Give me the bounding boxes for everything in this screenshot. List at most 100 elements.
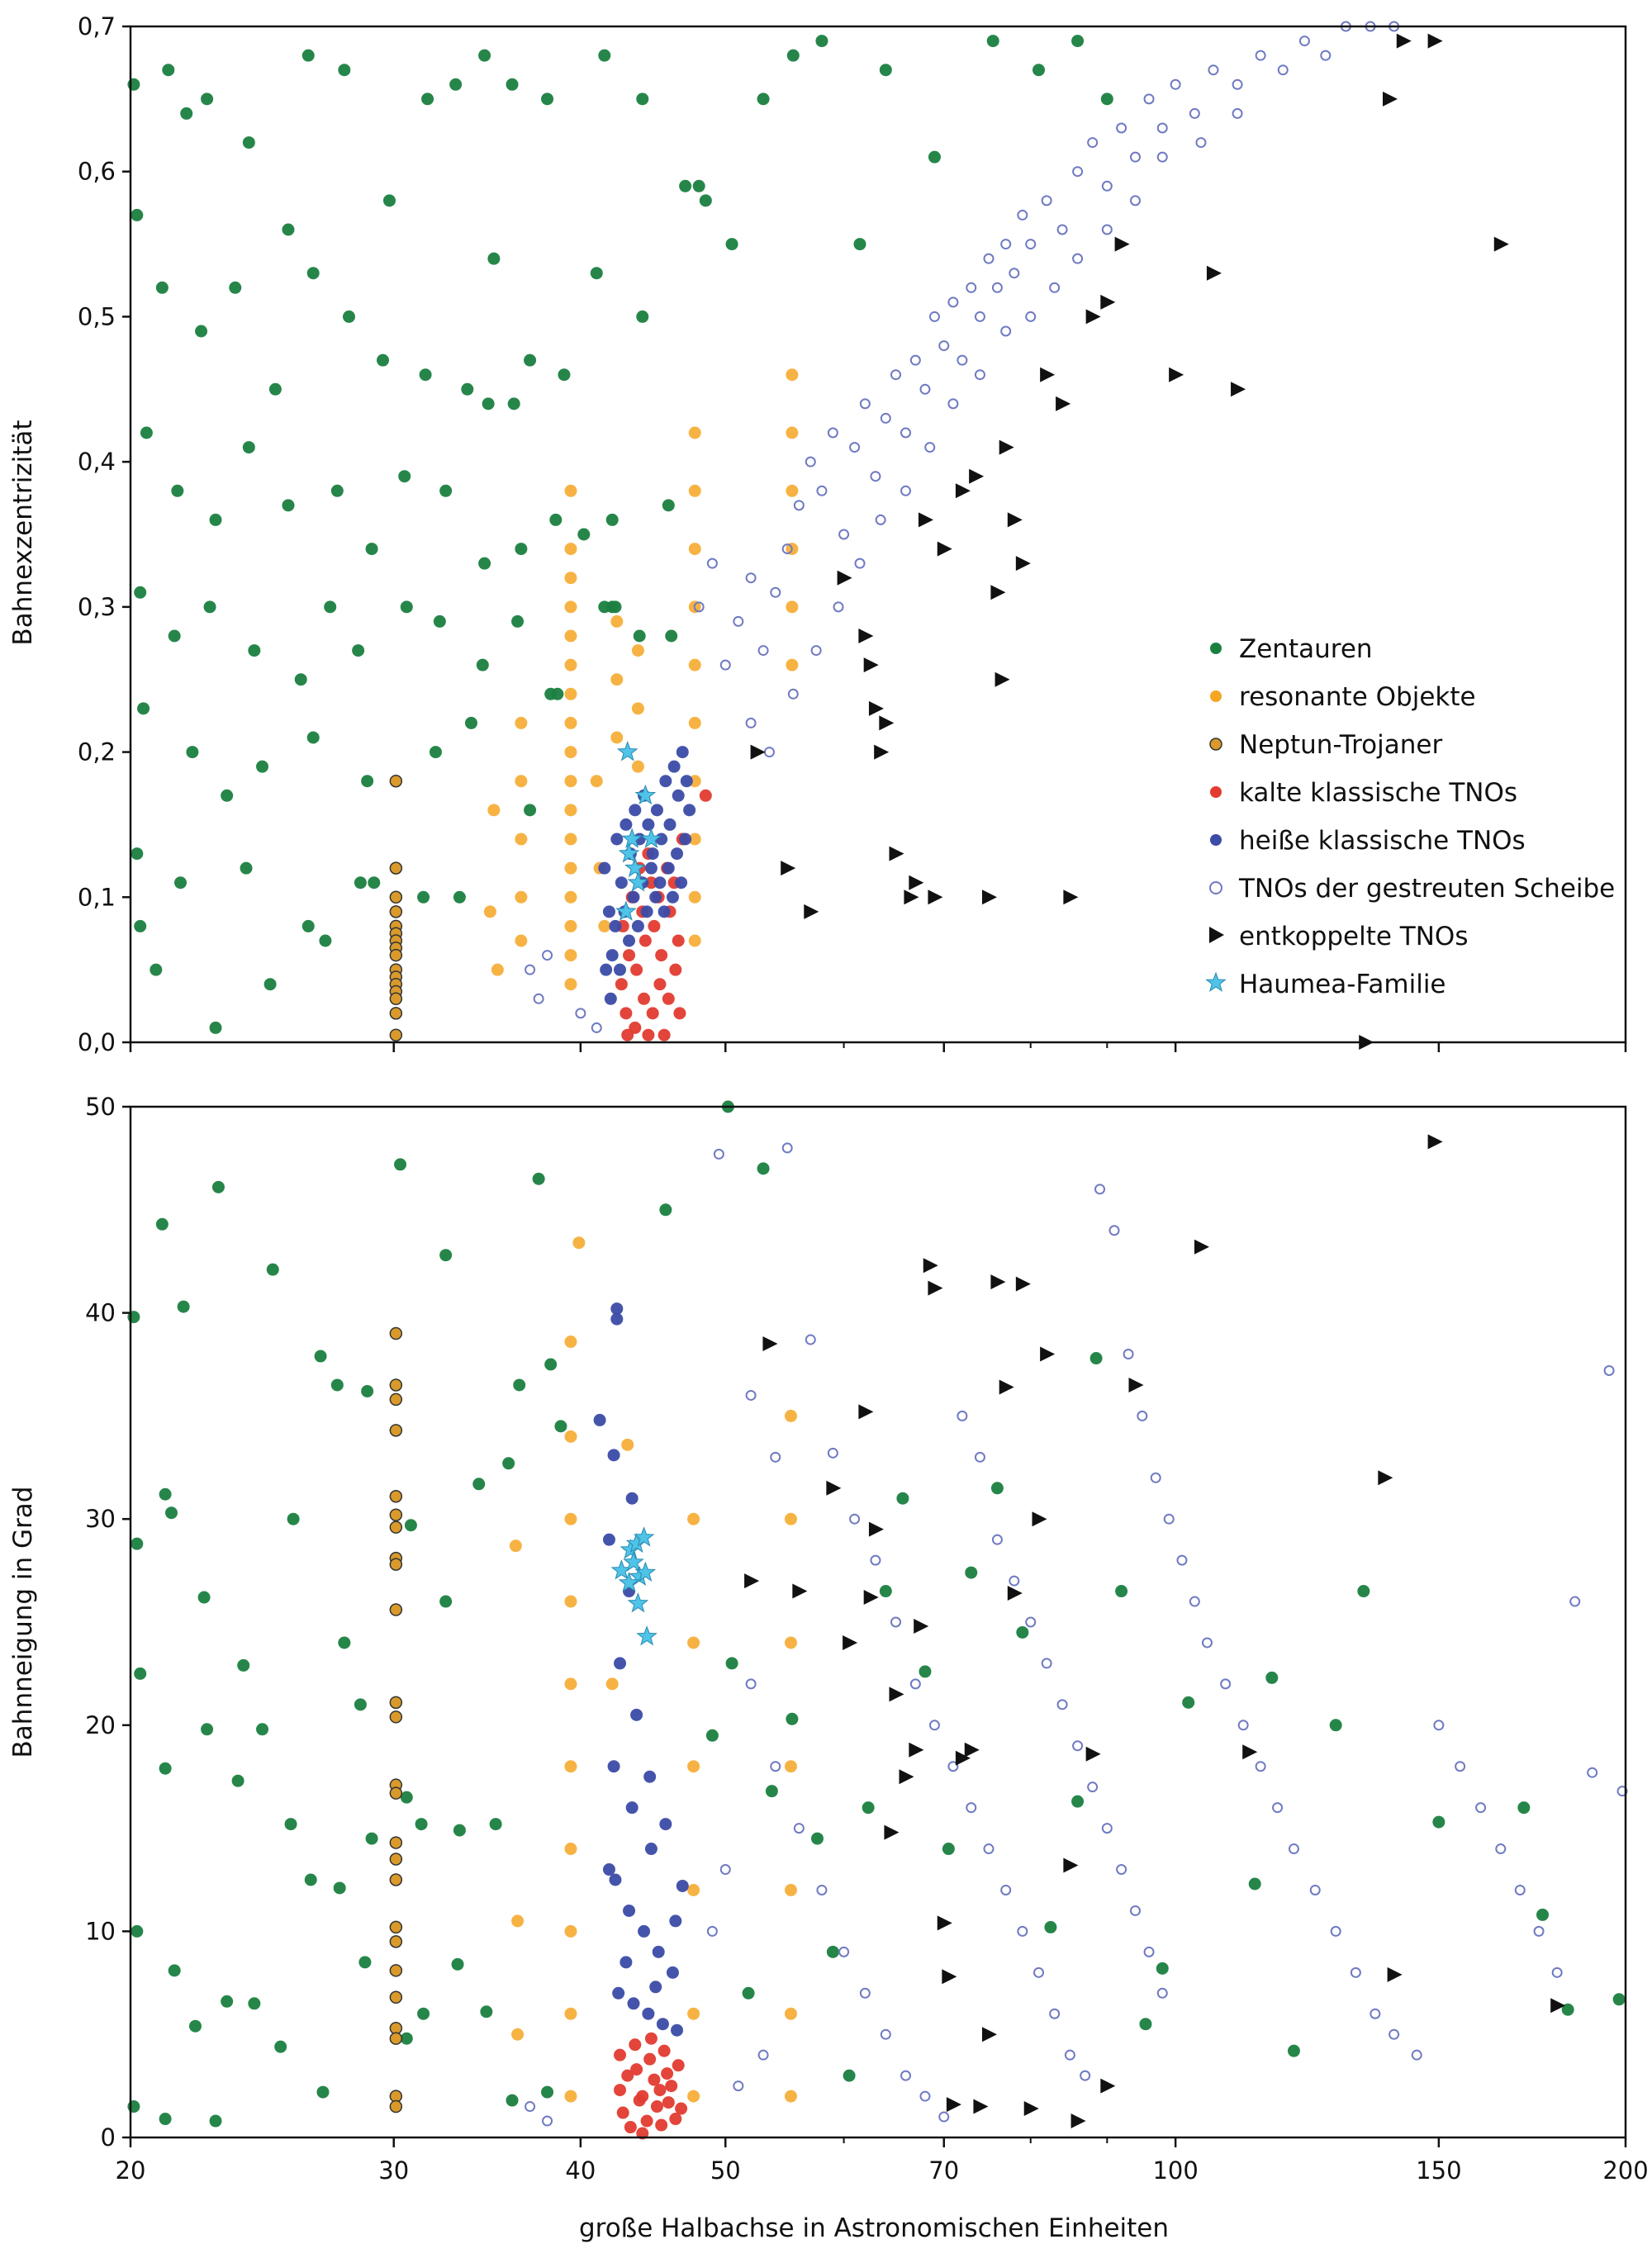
data-point — [1514, 1884, 1526, 1895]
data-point — [394, 1158, 407, 1171]
data-point — [630, 963, 643, 976]
data-point — [1009, 268, 1020, 279]
data-point — [1156, 1962, 1169, 1975]
data-point — [657, 1028, 671, 1041]
data-point — [999, 1379, 1014, 1395]
data-point — [744, 1573, 760, 1589]
data-point — [793, 1823, 805, 1834]
data-point — [990, 585, 1006, 600]
data-point — [843, 2069, 856, 2082]
data-point — [316, 2085, 330, 2099]
data-point — [631, 702, 644, 715]
data-point — [610, 614, 624, 628]
data-point — [1493, 236, 1509, 252]
data-point — [602, 905, 615, 918]
data-point — [742, 1986, 755, 2000]
data-point — [515, 716, 528, 729]
data-point — [1040, 367, 1056, 382]
x-tick-label: 200 — [1602, 2156, 1648, 2185]
bottom-plot-frame — [129, 1105, 1627, 2139]
data-point — [274, 2040, 287, 2053]
data-point — [602, 1863, 615, 1876]
data-point — [1015, 556, 1031, 572]
data-point — [659, 1818, 672, 1831]
data-point — [837, 570, 852, 586]
data-point — [1017, 209, 1028, 221]
data-point — [131, 208, 144, 221]
y-tick-label: 0,3 — [78, 593, 116, 621]
data-point — [201, 93, 214, 106]
top-x-ticks — [129, 1042, 1627, 1052]
data-point — [1427, 1134, 1443, 1150]
data-point — [610, 1312, 624, 1326]
data-point — [248, 1997, 261, 2010]
data-point — [1015, 1276, 1031, 1292]
data-point — [491, 963, 504, 976]
data-point — [433, 614, 446, 628]
data-point — [1143, 1946, 1155, 1957]
data-point — [616, 741, 638, 761]
data-point — [577, 528, 591, 541]
data-point — [863, 1590, 879, 1606]
data-point — [572, 1236, 586, 1250]
data-point — [973, 2099, 989, 2114]
data-point — [1550, 1998, 1566, 2014]
data-point — [644, 861, 657, 875]
data-point — [652, 1945, 665, 1958]
legend-item-centaurs: Zentauren — [1210, 634, 1373, 664]
data-point — [804, 904, 819, 919]
data-point — [687, 1883, 700, 1896]
data-point — [564, 949, 577, 962]
data-point — [673, 1007, 686, 1020]
data-point — [770, 586, 781, 598]
legend-marker-resonant — [1210, 690, 1222, 702]
data-point — [564, 600, 577, 614]
data-point — [242, 136, 255, 149]
y-tick-label: 0,7 — [78, 12, 116, 40]
data-point — [665, 629, 678, 643]
data-point — [389, 2099, 403, 2114]
data-point — [784, 1760, 797, 1773]
data-point — [564, 978, 577, 991]
data-point — [663, 818, 676, 831]
data-point — [659, 775, 672, 788]
data-point — [1044, 1920, 1057, 1933]
data-point — [333, 1881, 346, 1895]
data-point — [618, 1572, 640, 1592]
data-point — [621, 828, 643, 848]
data-point — [542, 950, 553, 961]
data-point — [1137, 1410, 1148, 1421]
data-point — [620, 1007, 633, 1020]
data-point — [177, 1300, 190, 1313]
data-point — [672, 934, 685, 947]
data-point — [642, 2007, 655, 2020]
data-point — [875, 514, 886, 525]
data-point — [502, 1457, 515, 1470]
data-point — [389, 1007, 403, 1020]
data-point — [1150, 1472, 1161, 1483]
data-point — [816, 1884, 828, 1895]
data-point — [1101, 1823, 1113, 1834]
data-point — [1156, 122, 1168, 134]
data-point — [515, 890, 528, 904]
data-point — [983, 253, 995, 264]
data-point — [451, 1957, 464, 1971]
data-point — [792, 1583, 808, 1599]
data-point — [757, 93, 770, 106]
data-point — [662, 992, 675, 1005]
data-point — [1129, 1905, 1141, 1916]
data-point — [688, 934, 701, 947]
data-point — [733, 615, 744, 627]
legend-label-centaurs: Zentauren — [1239, 634, 1373, 664]
data-point — [478, 557, 491, 570]
data-point — [483, 905, 496, 918]
y-tick-label: 0,5 — [78, 302, 116, 330]
x-tick-label: 40 — [565, 2156, 596, 2185]
data-point — [615, 900, 637, 921]
data-point — [134, 586, 147, 599]
data-point — [627, 871, 649, 892]
data-point — [763, 747, 775, 758]
data-point — [389, 890, 403, 904]
data-point — [687, 1636, 700, 1649]
data-point — [688, 426, 701, 439]
